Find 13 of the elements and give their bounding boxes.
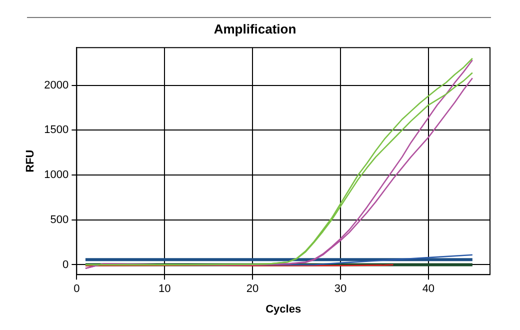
y-tick-label: 2000 [44, 79, 69, 92]
y-tick-label: 500 [50, 214, 69, 226]
y-tick-label: 1500 [44, 124, 69, 136]
x-tick-label: 40 [422, 283, 435, 296]
y-axis-title: RFU [24, 150, 37, 172]
chart-title: Amplification [214, 21, 296, 36]
y-tick-label: 0 [62, 258, 69, 271]
x-tick-label: 0 [74, 283, 80, 296]
x-tick-label: 20 [246, 283, 259, 296]
y-tick-label: 1000 [44, 169, 69, 182]
x-tick-label: 10 [158, 283, 171, 296]
x-axis-title: Cycles [266, 303, 302, 316]
x-tick-label: 30 [334, 283, 347, 296]
